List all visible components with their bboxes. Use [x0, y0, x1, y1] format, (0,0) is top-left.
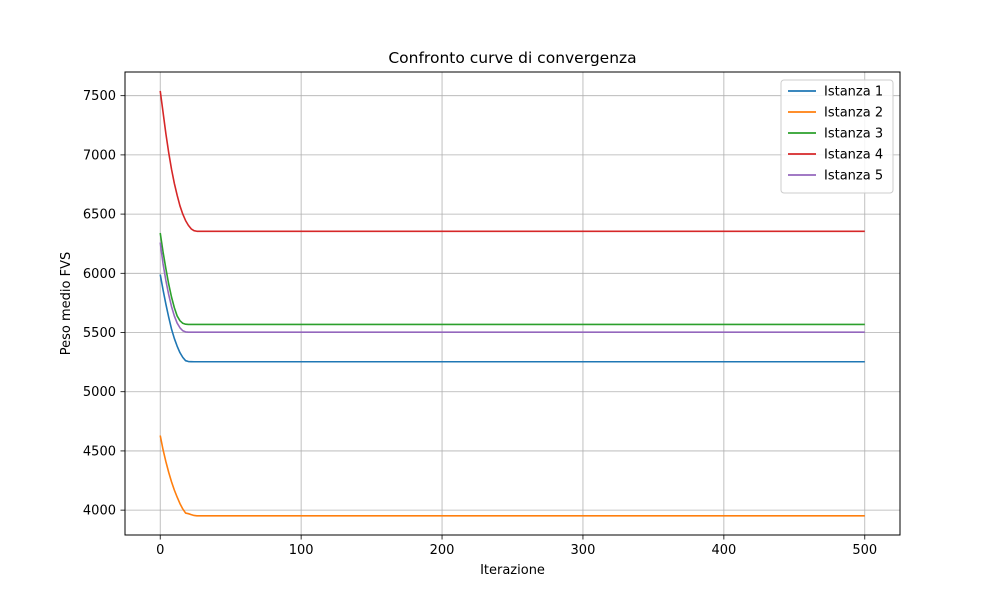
y-tick-label: 4500 — [83, 444, 116, 459]
series-line-4 — [159, 90, 865, 233]
series-line-1 — [159, 274, 865, 363]
plot-area-frame — [124, 71, 901, 536]
legend-label: Istanza 4 — [824, 148, 883, 163]
x-tick-label: 0 — [156, 543, 164, 558]
y-tick-label: 6000 — [83, 267, 116, 282]
y-tick-label: 5500 — [83, 326, 116, 341]
y-axis-title: Peso medio FVS — [59, 252, 74, 355]
y-tick-label: 7500 — [83, 89, 116, 104]
x-tick-label: 400 — [711, 543, 736, 558]
legend-label: Istanza 5 — [824, 169, 883, 184]
x-tick-label: 500 — [852, 543, 877, 558]
legend: Istanza 1 Istanza 2 Istanza 3 Istanza 4 Ista… — [780, 79, 894, 194]
series-line-3 — [159, 232, 865, 326]
x-axis-title: Iterazione — [480, 563, 545, 578]
x-tick-label: 100 — [289, 543, 314, 558]
x-tick-label: 200 — [430, 543, 455, 558]
legend-label: Istanza 1 — [824, 85, 883, 100]
legend-label: Istanza 2 — [824, 106, 883, 121]
series-line-5 — [159, 242, 865, 333]
y-tick-label: 7000 — [83, 148, 116, 163]
y-tick-label: 5000 — [83, 385, 116, 400]
chart-title: Confronto curve di convergenza — [388, 49, 636, 67]
legend-label: Istanza 3 — [824, 127, 883, 142]
legend-box — [780, 79, 894, 194]
series-lines — [159, 90, 865, 517]
series-line-2 — [159, 435, 865, 517]
x-tick-label: 300 — [571, 543, 596, 558]
axis-ticks: 0 100 200 300 400 500 4000 4500 5000 5500 6000 6500… — [83, 89, 877, 558]
y-tick-label: 6500 — [83, 208, 116, 223]
y-tick-label: 4000 — [83, 504, 116, 519]
